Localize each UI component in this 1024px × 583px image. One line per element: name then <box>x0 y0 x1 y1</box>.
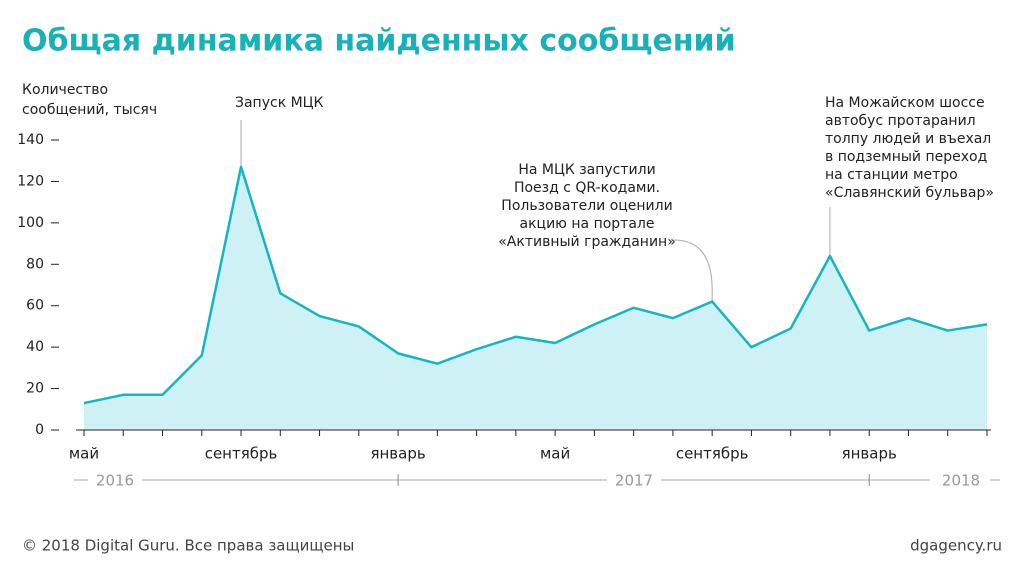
annotation: в подземный переход <box>825 149 987 165</box>
annotation: Запуск МЦК <box>235 95 324 111</box>
annotation: Поезд с QR-кодами. <box>514 180 660 196</box>
x-tick-label: сентябрь <box>205 445 278 463</box>
year-label: 2016 <box>96 472 134 490</box>
y-tick-label: 120 <box>17 173 44 189</box>
annotation: толпу людей и въехал <box>825 131 991 147</box>
y-tick-label: 140 <box>17 132 44 148</box>
annotation-line <box>673 239 713 430</box>
chart-title: Общая динамика найденных сообщений <box>22 24 736 59</box>
x-tick-label: январь <box>842 445 897 463</box>
y-tick-label: 60 <box>26 298 44 314</box>
year-label: 2017 <box>615 472 653 490</box>
y-tick-label: 20 <box>26 381 44 397</box>
area <box>84 166 987 430</box>
annotation: «Активный гражданин» <box>498 234 676 250</box>
x-tick-label: май <box>69 445 99 463</box>
y-tick-label: 80 <box>26 256 44 272</box>
y-tick-label: 40 <box>26 339 44 355</box>
annotation: На Можайском шоссе <box>825 95 985 111</box>
footer-left: © 2018 Digital Guru. Все права защищены <box>22 537 354 555</box>
annotation: Пользователи оценили <box>501 198 672 214</box>
line <box>83 165 988 405</box>
year-label: 2018 <box>942 472 980 490</box>
y-tick-label: 100 <box>17 215 44 231</box>
x-tick-label: сентябрь <box>676 445 749 463</box>
x-tick-label: май <box>540 445 570 463</box>
annotation: автобус протаранил <box>825 113 976 129</box>
y-axis-label: Количество <box>22 82 108 98</box>
annotation: акцию на портале <box>520 216 655 232</box>
y-tick-label: 0 <box>35 422 44 438</box>
y-axis-label: сообщений, тысяч <box>22 102 157 118</box>
footer-right: dgagency.ru <box>910 537 1002 555</box>
annotation: «Славянский бульвар» <box>825 185 994 201</box>
annotation: На МЦК запустили <box>518 162 655 178</box>
annotation: на станции метро <box>825 167 958 183</box>
x-tick-label: январь <box>370 445 425 463</box>
